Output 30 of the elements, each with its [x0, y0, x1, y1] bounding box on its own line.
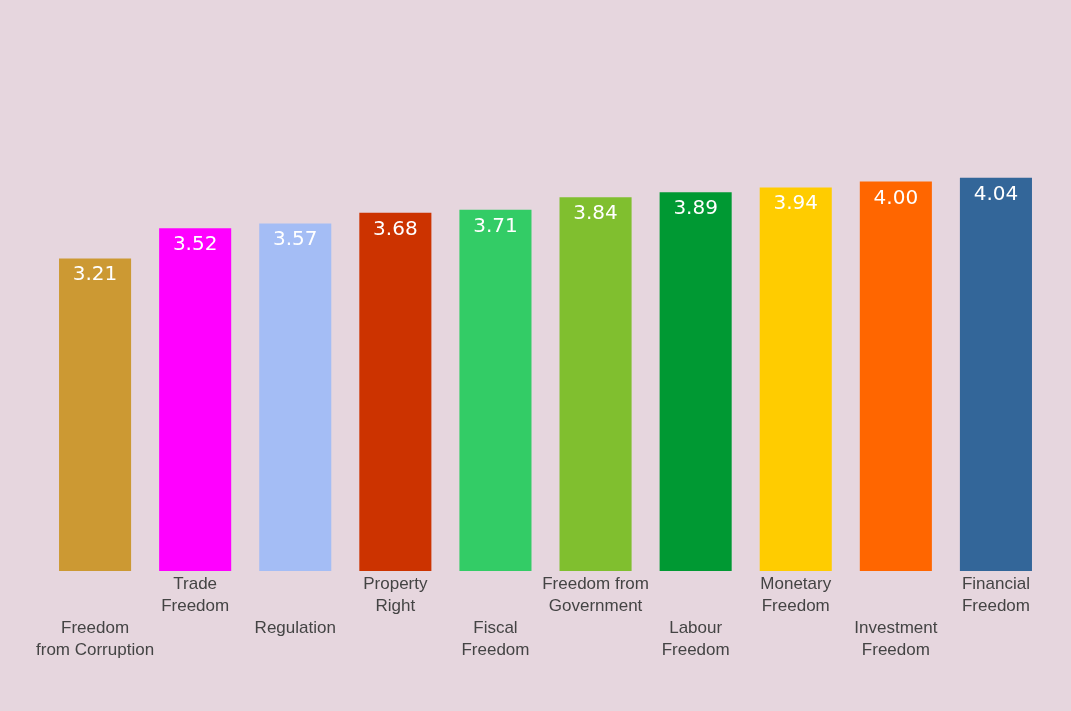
bar: [259, 223, 332, 571]
data-label: 3.89: [673, 195, 718, 220]
data-label: 3.71: [473, 212, 518, 237]
bar: [559, 197, 632, 571]
bar: [459, 209, 532, 571]
bar: [59, 258, 132, 571]
bar: [659, 192, 732, 571]
data-label: 3.84: [573, 200, 618, 225]
x-tick-label: Investment Freedom: [854, 618, 938, 660]
x-tick-label: Freedom from Government: [542, 574, 649, 616]
x-tick-label: Regulation: [254, 618, 336, 638]
bar: [159, 228, 232, 571]
data-label: 3.57: [272, 226, 318, 251]
data-label: 3.94: [773, 190, 819, 215]
data-label: 3.52: [172, 231, 218, 256]
x-tick-label: Property Right: [363, 574, 428, 616]
data-label: 4.04: [973, 180, 1019, 205]
x-tick-label: Financial Freedom: [961, 574, 1030, 616]
data-label: 3.21: [72, 261, 118, 286]
x-tick-label: Freedom from Corruption: [36, 618, 155, 660]
x-tick-label: Fiscal Freedom: [461, 618, 530, 660]
data-label: 4.00: [873, 184, 919, 209]
bar: [359, 212, 432, 571]
data-label: 3.68: [373, 215, 418, 240]
bar: [759, 187, 832, 571]
x-tick-label: Labour Freedom: [661, 618, 730, 660]
bar: [859, 181, 932, 571]
x-tick-label: Trade Freedom: [161, 574, 230, 616]
bar: [959, 177, 1032, 571]
x-tick-label: Monetary Freedom: [760, 574, 832, 616]
